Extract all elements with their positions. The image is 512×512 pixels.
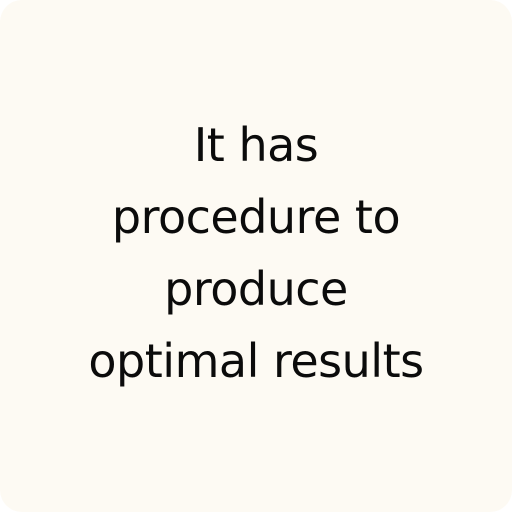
statement-line-1: It has <box>193 118 319 172</box>
statement-text: It has procedure to produce optimal resu… <box>26 109 486 397</box>
statement-line-3: produce <box>164 262 348 316</box>
statement-line-4: optimal results <box>88 334 424 388</box>
statement-line-2: procedure to <box>111 190 401 244</box>
